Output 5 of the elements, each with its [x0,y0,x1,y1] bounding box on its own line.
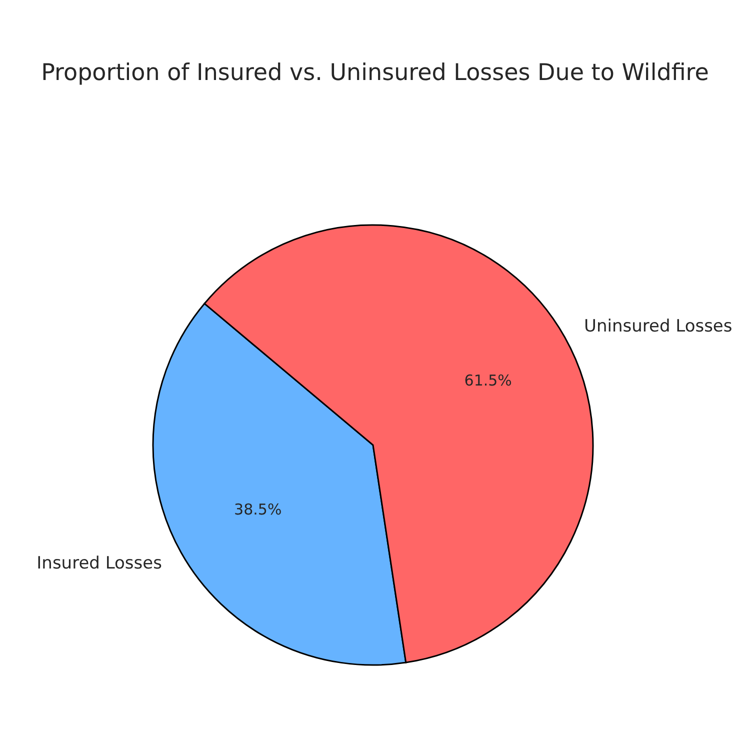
data-label: 38.5% [234,500,282,519]
slice-label: Uninsured Losses [584,316,732,337]
data-label: 61.5% [464,371,512,390]
chart-title: Proportion of Insured vs. Uninsured Losses Due to Wildfire [40,59,710,88]
slice-label: Insured Losses [36,553,162,574]
